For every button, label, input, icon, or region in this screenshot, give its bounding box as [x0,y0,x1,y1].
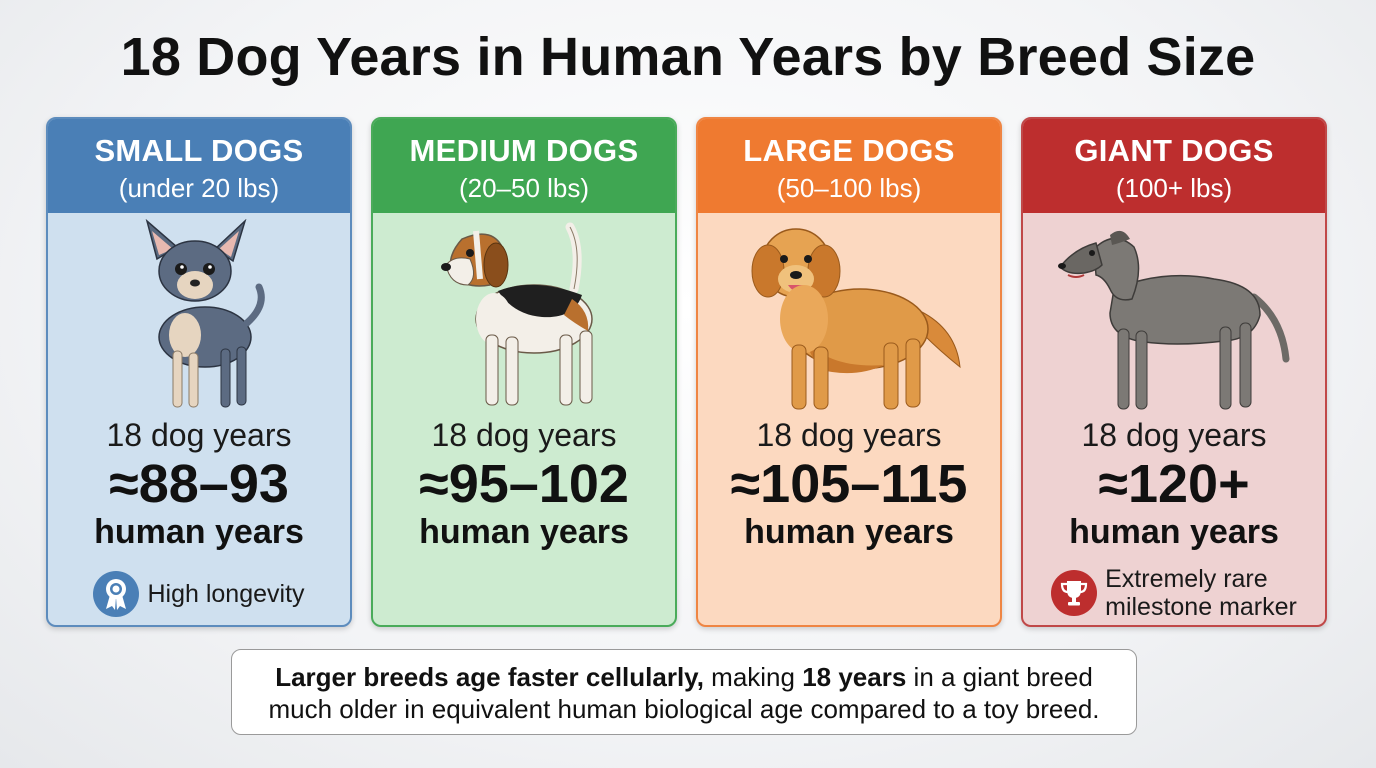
card-giant-dogs: GIANT DOGS (100+ lbs) [1021,117,1327,627]
note-text: High longevity [147,580,305,608]
weight-range: (100+ lbs) [1115,173,1233,203]
trophy-icon [1051,570,1098,616]
card-title: GIANT DOGS [1074,133,1274,168]
card-header: SMALL DOGS (under 20 lbs) [48,119,350,213]
card-title: LARGE DOGS [743,133,955,168]
weight-range: (50–100 lbs) [776,173,922,203]
note-line-2: milestone marker [1105,593,1297,621]
card-medium-dogs: MEDIUM DOGS (20–50 lbs) [371,117,677,627]
footer-text-2: in a giant breed [906,662,1093,692]
footer-bold-1: Larger breeds age faster cellularly, [275,662,704,692]
card-title: SMALL DOGS [94,133,304,168]
human-years-value: ≈120+ [1098,454,1250,514]
human-years-label: human years [744,513,954,551]
human-years-label: human years [419,513,629,551]
card-header: MEDIUM DOGS (20–50 lbs) [373,119,675,213]
weight-range: (20–50 lbs) [458,173,590,203]
note-line-1: Extremely rare [1105,565,1268,593]
card-body: 18 dog years ≈120+ human years Extremely… [1023,213,1325,625]
weight-range: (under 20 lbs) [118,173,280,203]
human-years-label: human years [1069,513,1279,551]
beagle-illustration [373,219,675,415]
card-header: LARGE DOGS (50–100 lbs) [698,119,1000,213]
footer-line-1: Larger breeds age faster cellularly, mak… [232,661,1136,693]
dog-years-label: 18 dog years [1081,417,1267,453]
human-years-value: ≈95–102 [419,454,629,514]
card-title: MEDIUM DOGS [409,133,639,168]
footer-text-1: making [703,662,803,692]
award-ribbon-icon [93,571,140,617]
human-years-value: ≈88–93 [109,454,289,514]
dog-years-label: 18 dog years [756,417,942,453]
card-header: GIANT DOGS (100+ lbs) [1023,119,1325,213]
milestone-note: Extremely rare milestone marker [1023,565,1325,621]
chihuahua-illustration [48,219,350,415]
longevity-note: High longevity [48,571,350,617]
footer-bold-2: 18 years [802,662,907,692]
card-body: 18 dog years ≈95–102 human years [373,213,675,625]
human-years-label: human years [94,513,304,551]
card-body: 18 dog years ≈88–93 human years High lon… [48,213,350,625]
note-text: Extremely rare milestone marker [1105,565,1297,621]
dog-years-label: 18 dog years [431,417,617,453]
page-title: 18 Dog Years in Human Years by Breed Siz… [120,27,1256,87]
card-small-dogs: SMALL DOGS (under 20 lbs) [46,117,352,627]
golden-retriever-illustration [698,219,1000,415]
card-body: 18 dog years ≈105–115 human years [698,213,1000,625]
card-large-dogs: LARGE DOGS (50–100 lbs) [696,117,1002,627]
human-years-value: ≈105–115 [730,454,968,514]
irish-wolfhound-illustration [1023,219,1325,415]
footer-line-2: much older in equivalent human biologica… [268,694,1100,724]
dog-years-label: 18 dog years [106,417,292,453]
footer-note: Larger breeds age faster cellularly, mak… [231,649,1137,735]
